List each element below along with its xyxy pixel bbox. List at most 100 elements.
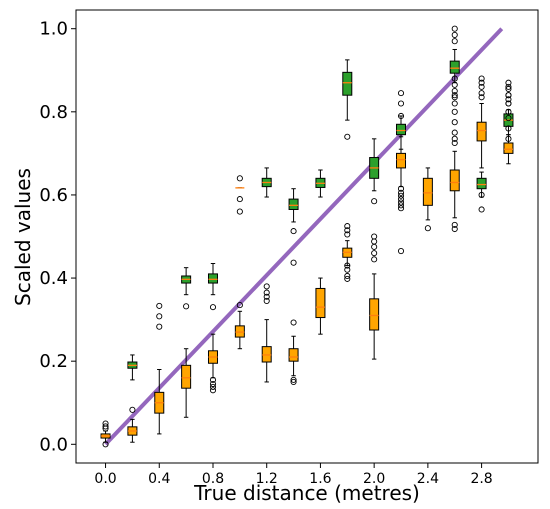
- box-orange-6: [261, 283, 272, 383]
- outlier-point: [451, 100, 458, 107]
- box-body: [396, 123, 407, 136]
- x-tick-label: 2.4: [417, 471, 439, 487]
- box-orange-9: [342, 223, 353, 282]
- outlier-point: [478, 94, 485, 101]
- x-tick-label: 0.4: [148, 471, 170, 487]
- box-green-2: [207, 263, 218, 311]
- box-orange-12: [422, 167, 433, 232]
- outlier-point: [397, 112, 405, 120]
- outlier-point: [505, 92, 512, 99]
- reference-line: [104, 27, 504, 446]
- outlier-point: [397, 189, 405, 196]
- plot-area: [75, 9, 539, 464]
- box-body: [476, 177, 487, 190]
- box-orange-8: [315, 277, 326, 335]
- outlier-point: [236, 302, 243, 309]
- outlier-point: [183, 303, 190, 310]
- outlier-point: [102, 441, 109, 448]
- x-tick-label: 0.0: [94, 471, 116, 487]
- outlier-point: [505, 135, 512, 142]
- box-orange-2: [154, 302, 165, 435]
- x-tick-label: 1.6: [309, 471, 331, 487]
- outlier-point: [451, 225, 458, 233]
- outlier-point: [451, 92, 458, 99]
- box-orange-3: [181, 348, 192, 418]
- outlier-point: [102, 423, 109, 430]
- y-axis-label: Scaled values: [11, 168, 35, 306]
- box-body: [288, 198, 299, 210]
- box-body: [503, 142, 514, 154]
- outlier-point: [263, 283, 270, 290]
- outlier-point: [209, 387, 217, 394]
- outlier-point: [424, 225, 431, 232]
- box-orange-14: [476, 75, 487, 213]
- outlier-point: [397, 247, 405, 255]
- box-orange-7: [288, 319, 299, 386]
- x-axis-label: True distance (metres): [193, 481, 420, 505]
- box-body: [207, 273, 218, 284]
- x-tick-label: 2.0: [363, 471, 385, 487]
- outlier-point: [397, 192, 405, 199]
- outlier-point: [209, 304, 217, 311]
- outlier-point: [451, 119, 458, 126]
- box-body: [396, 152, 407, 169]
- outlier-point: [371, 198, 378, 205]
- outlier-point: [371, 256, 378, 263]
- box-orange-4: [207, 333, 218, 394]
- outlier-point: [451, 25, 458, 32]
- outlier-point: [209, 376, 217, 383]
- outlier-point: [397, 199, 405, 206]
- boxes-layer: [100, 25, 514, 448]
- x-axis-ticks: 0.0 0.4 0.8 1.2 1.6 2.0 2.4 2.8: [94, 463, 493, 487]
- outlier-point: [478, 79, 485, 86]
- y-tick-label: 1.0: [39, 19, 68, 40]
- outlier-point: [397, 185, 405, 192]
- outlier-point: [290, 319, 297, 326]
- outlier-point: [451, 94, 458, 101]
- box-body: [342, 71, 353, 96]
- outlier-point: [451, 81, 458, 88]
- box-green-0: [127, 354, 138, 381]
- outlier-point: [290, 259, 297, 266]
- reference-line-layer: [104, 27, 504, 446]
- outlier-point: [451, 87, 458, 95]
- box-green-3: [235, 175, 245, 215]
- box-orange-11: [396, 90, 407, 255]
- outlier-point: [344, 266, 351, 273]
- y-tick-label: 0.6: [39, 185, 68, 206]
- outlier-point: [451, 135, 458, 142]
- box-green-1: [181, 267, 192, 310]
- box-orange-10: [369, 233, 380, 360]
- outlier-point: [397, 100, 405, 107]
- outlier-point: [344, 262, 351, 269]
- y-axis-ticks: 0.0 0.2 0.4 0.6 0.8 1.0: [39, 19, 76, 455]
- box-body: [449, 169, 460, 192]
- box-body: [476, 121, 487, 142]
- box-orange-1: [127, 406, 138, 443]
- outlier-point: [451, 38, 458, 45]
- outlier-point: [102, 425, 109, 432]
- outlier-point: [371, 243, 378, 250]
- box-body: [181, 364, 192, 389]
- outlier-point: [209, 380, 217, 388]
- outlier-point: [344, 227, 351, 234]
- outlier-point: [505, 83, 512, 90]
- box-body: [369, 298, 380, 331]
- box-green-10: [449, 25, 460, 99]
- outlier-point: [263, 289, 270, 296]
- outlier-point: [156, 313, 163, 320]
- outlier-point: [505, 115, 512, 122]
- outlier-point: [505, 125, 512, 132]
- outlier-point: [451, 75, 458, 82]
- box-body: [288, 348, 299, 362]
- outlier-point: [290, 228, 297, 235]
- y-tick-label: 0.2: [39, 351, 68, 372]
- box-body: [449, 60, 460, 74]
- outlier-point: [156, 302, 163, 309]
- outlier-point: [344, 223, 351, 230]
- outlier-point: [397, 196, 405, 203]
- outlier-point: [478, 75, 485, 82]
- outlier-point: [451, 221, 458, 228]
- outlier-point: [290, 378, 297, 386]
- outlier-point: [344, 275, 351, 282]
